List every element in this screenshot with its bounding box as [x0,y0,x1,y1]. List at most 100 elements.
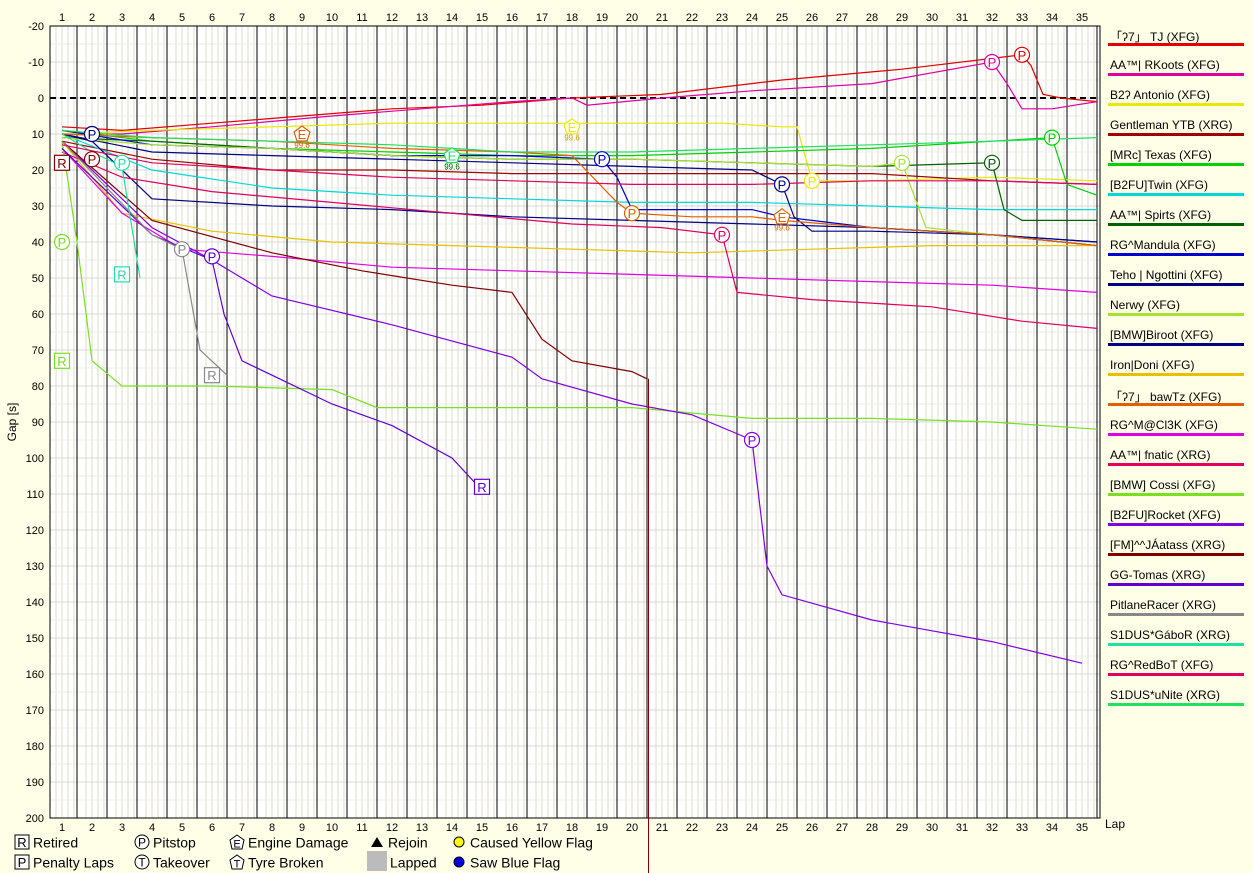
legend-entry: B2ʔ Antonio (XFG) [1108,84,1244,114]
legend-swatch [1108,673,1244,676]
event-marker-label: E [448,149,457,164]
legend-swatch [1108,133,1244,136]
series-line [61,133,141,279]
x-tick-label-top: 18 [566,12,578,24]
y-tick-label: 50 [32,273,44,285]
x-tick-label-bottom: 28 [866,822,878,834]
x-tick-label-bottom: 3 [119,822,125,834]
series-line [61,129,1098,153]
x-tick-label-top: 35 [1076,12,1088,24]
series-line [61,140,1083,664]
legend-swatch [1108,493,1244,496]
x-tick-label-top: 8 [269,12,275,24]
event-marker-label: R [117,267,126,282]
x-tick-label-bottom: 10 [326,822,338,834]
series-line [62,61,1098,135]
x-tick-label-top: 29 [896,12,908,24]
x-tick-label-top: 2 [89,12,95,24]
x-tick-label-top: 12 [386,12,398,24]
x-tick-label-top: 34 [1046,12,1058,24]
y-tick-label: 100 [26,453,44,465]
retired-marker [473,478,491,495]
event-marker-label: E [778,210,787,225]
legend-label: PitlaneRacer (XRG) [1110,598,1217,612]
y-tick-label: -20 [28,21,44,33]
x-tick-label-top: 11 [356,12,367,24]
takeover-icon: T [134,854,150,870]
legend-entry: AA™| RKoots (XFG) [1108,54,1244,84]
tyre-broken-icon: T [229,854,245,870]
pitstop-marker [803,172,821,189]
key-takeover: T Takeover [134,852,210,872]
yellow-dot-icon [453,836,465,848]
key-penalty-laps: P Penalty Laps [14,852,114,872]
event-marker-label: P [778,177,787,192]
legend-label: [MRc] Texas (XFG) [1110,148,1212,162]
legend-swatch [1108,643,1244,646]
legend-entry: [B2FU]Rocket (XFG) [1108,504,1244,534]
plot-frame [49,25,1101,819]
engine-damage-marker [443,146,461,164]
y-axis-label: Gap [s] [5,403,19,442]
pitstop-marker [983,154,1001,171]
retired-marker [53,154,71,171]
legend-label: Iron|Doni (XFG) [1110,358,1195,372]
legend-swatch [1108,523,1244,526]
event-marker-label: P [988,156,997,171]
legend: 「ʔ7」 TJ (XFG) AA™| RKoots (XFG) B2ʔ Antoni… [1108,24,1244,714]
retired-marker [113,266,131,283]
legend-label: S1DUS*GáboR (XRG) [1110,628,1231,642]
x-tick-label-bottom: 25 [776,822,788,834]
svg-text:P: P [138,836,146,850]
y-tick-label: 140 [26,597,44,609]
event-marker-label: P [88,127,97,142]
x-tick-label-bottom: 30 [926,822,938,834]
retired-marker [203,367,221,384]
event-marker-label: P [748,433,757,448]
y-tick-label: 10 [32,129,44,141]
pitstop-marker [203,248,221,265]
event-marker-label: P [628,206,637,221]
x-tick-label-top: 25 [776,12,788,24]
legend-swatch [1108,373,1244,376]
legend-swatch [1108,463,1244,466]
legend-entry: RG^M@Cl3K (XFG) [1108,414,1244,444]
legend-swatch [1108,103,1244,106]
event-marker-label: P [1048,131,1057,146]
x-tick-label-top: 10 [326,12,338,24]
x-tick-label-bottom: 8 [269,822,275,834]
x-tick-label-top: 14 [446,12,458,24]
x-tick-label-bottom: 2 [89,822,95,834]
x-tick-label-top: 32 [986,12,998,24]
x-tick-label-bottom: 18 [566,822,578,834]
y-tick-label: 190 [26,777,44,789]
legend-entry: Nerwy (XFG) [1108,294,1244,324]
series-line [61,140,1098,185]
event-marker-label: R [207,368,216,383]
damage-annotation: 99.6 [444,162,460,171]
event-marker-label: P [808,174,817,189]
pitstop-marker [983,53,1001,71]
x-tick-label-bottom: 23 [716,822,728,834]
key-label: Caused Yellow Flag [470,834,593,851]
legend-swatch [1108,613,1244,616]
legend-label: AA™| RKoots (XFG) [1110,58,1220,72]
legend-entry: S1DUS*uNite (XRG) [1108,684,1244,714]
x-tick-label-bottom: 5 [179,822,185,834]
x-tick-label-bottom: 29 [896,822,908,834]
legend-entry: [BMW]Biroot (XFG) [1108,324,1244,354]
x-axis-label: Lap [1105,817,1125,831]
x-tick-label-top: 28 [866,12,878,24]
legend-label: AA™| fnatic (XRG) [1110,448,1211,462]
event-marker-label: R [57,156,66,171]
event-marker-label: P [898,156,907,171]
key-label: Penalty Laps [33,854,114,871]
y-tick-label: 20 [32,165,44,177]
x-tick-label-bottom: 19 [596,822,608,834]
x-tick-label-top: 5 [179,12,185,24]
x-tick-label-bottom: 14 [446,822,458,834]
x-tick-label-bottom: 16 [506,822,518,834]
event-marker-label: P [598,152,607,167]
key-retired: R Retired [14,832,78,852]
